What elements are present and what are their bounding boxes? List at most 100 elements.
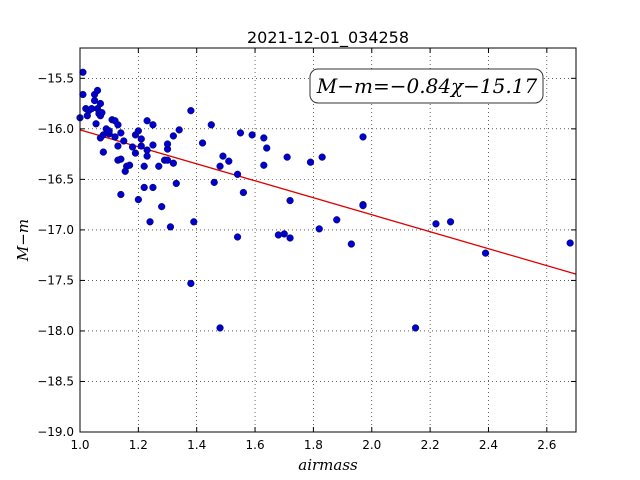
data-point <box>274 231 283 239</box>
data-point <box>134 195 142 204</box>
data-point <box>216 162 224 170</box>
data-point <box>219 152 227 160</box>
data-point <box>117 190 125 199</box>
x-axis-label: airmass <box>298 456 358 474</box>
data-point <box>126 161 134 169</box>
fit-line <box>79 129 577 275</box>
x-tick-label: 1.0 <box>70 438 89 452</box>
x-tick-label: 1.8 <box>304 438 323 452</box>
data-point <box>143 146 151 154</box>
data-point <box>90 96 99 105</box>
chart-title: 2021-12-01_034258 <box>247 28 409 48</box>
data-point <box>79 68 87 76</box>
data-point <box>134 127 142 135</box>
data-point <box>283 153 291 161</box>
data-point <box>155 162 163 170</box>
data-point <box>216 324 224 332</box>
y-tick-label: −15.5 <box>37 71 74 85</box>
data-point <box>163 156 172 164</box>
y-tick-label: −16.5 <box>37 172 74 186</box>
data-point <box>248 131 256 139</box>
data-point <box>318 153 326 161</box>
data-point <box>96 99 105 108</box>
x-tick-labels: 1.0 1.2 1.4 1.6 1.8 2.0 2.2 2.4 2.6 <box>70 438 556 452</box>
data-point <box>446 218 455 226</box>
data-point <box>92 120 100 128</box>
data-point <box>233 170 242 178</box>
plot-frame <box>79 47 577 433</box>
data-point <box>146 218 154 226</box>
data-point <box>306 158 315 166</box>
annotation-box <box>309 68 544 104</box>
data-point <box>286 196 294 205</box>
y-tick-label: −17.0 <box>37 223 74 237</box>
data-point <box>131 149 140 157</box>
data-point <box>411 324 420 332</box>
data-point <box>347 240 355 248</box>
y-axis-label: M−m <box>14 219 32 262</box>
data-point <box>263 144 271 152</box>
x-tick-label: 1.6 <box>246 438 265 452</box>
data-point <box>566 239 574 247</box>
data-point <box>315 225 323 233</box>
data-point <box>79 90 87 99</box>
x-tick-label: 1.2 <box>129 438 148 452</box>
data-point <box>166 223 175 231</box>
fit-annotation: M−m=−0.84χ−15.17 <box>309 68 544 104</box>
y-tick-label: −18.5 <box>37 374 74 388</box>
data-point <box>149 141 157 149</box>
data-point <box>359 133 367 141</box>
data-point <box>175 126 183 134</box>
data-point <box>120 137 128 145</box>
data-point <box>99 131 107 139</box>
data-point <box>117 155 125 163</box>
y-tick-label: −18.0 <box>37 324 74 338</box>
x-tick-label: 2.6 <box>537 438 556 452</box>
data-point <box>99 148 107 156</box>
data-point <box>172 179 180 188</box>
fit-line-group <box>79 129 577 275</box>
data-point <box>149 121 157 129</box>
data-point <box>143 152 151 160</box>
data-point <box>137 135 145 143</box>
data-point <box>169 132 177 140</box>
data-point <box>359 202 367 210</box>
plot-area <box>76 47 577 433</box>
data-point <box>481 249 490 257</box>
data-point <box>187 107 195 115</box>
data-point <box>260 161 268 169</box>
data-point <box>233 233 242 241</box>
data-point <box>140 162 148 170</box>
data-point <box>187 279 195 288</box>
ticks <box>79 48 576 433</box>
x-tick-label: 2.0 <box>362 438 381 452</box>
data-point <box>121 167 129 175</box>
data-point <box>163 140 172 148</box>
y-tick-labels: −15.5 −16.0 −16.5 −17.0 −17.5 −18.0 −18.5 −19.0 <box>37 71 74 439</box>
y-tick-label: −16.0 <box>37 122 74 136</box>
data-point <box>236 129 245 137</box>
data-point <box>169 159 177 167</box>
data-point <box>190 218 198 226</box>
data-point <box>111 133 119 141</box>
x-tick-label: 1.4 <box>187 438 206 452</box>
data-point <box>140 183 148 192</box>
data-point <box>98 109 106 117</box>
data-point <box>149 183 157 192</box>
data-point <box>143 117 151 125</box>
data-point <box>114 121 122 129</box>
data-point <box>207 121 215 129</box>
data-point <box>158 203 166 211</box>
data-point <box>198 139 207 147</box>
data-point <box>286 234 294 242</box>
data-point <box>93 86 102 95</box>
annotation-text: M−m=−0.84χ−15.17 <box>316 74 538 98</box>
data-point <box>117 129 125 137</box>
x-tick-label: 2.4 <box>479 438 498 452</box>
data-point <box>239 188 247 197</box>
y-tick-label: −17.5 <box>37 273 74 287</box>
data-point <box>432 220 440 228</box>
data-point <box>280 230 288 238</box>
x-tick-label: 2.2 <box>421 438 440 452</box>
